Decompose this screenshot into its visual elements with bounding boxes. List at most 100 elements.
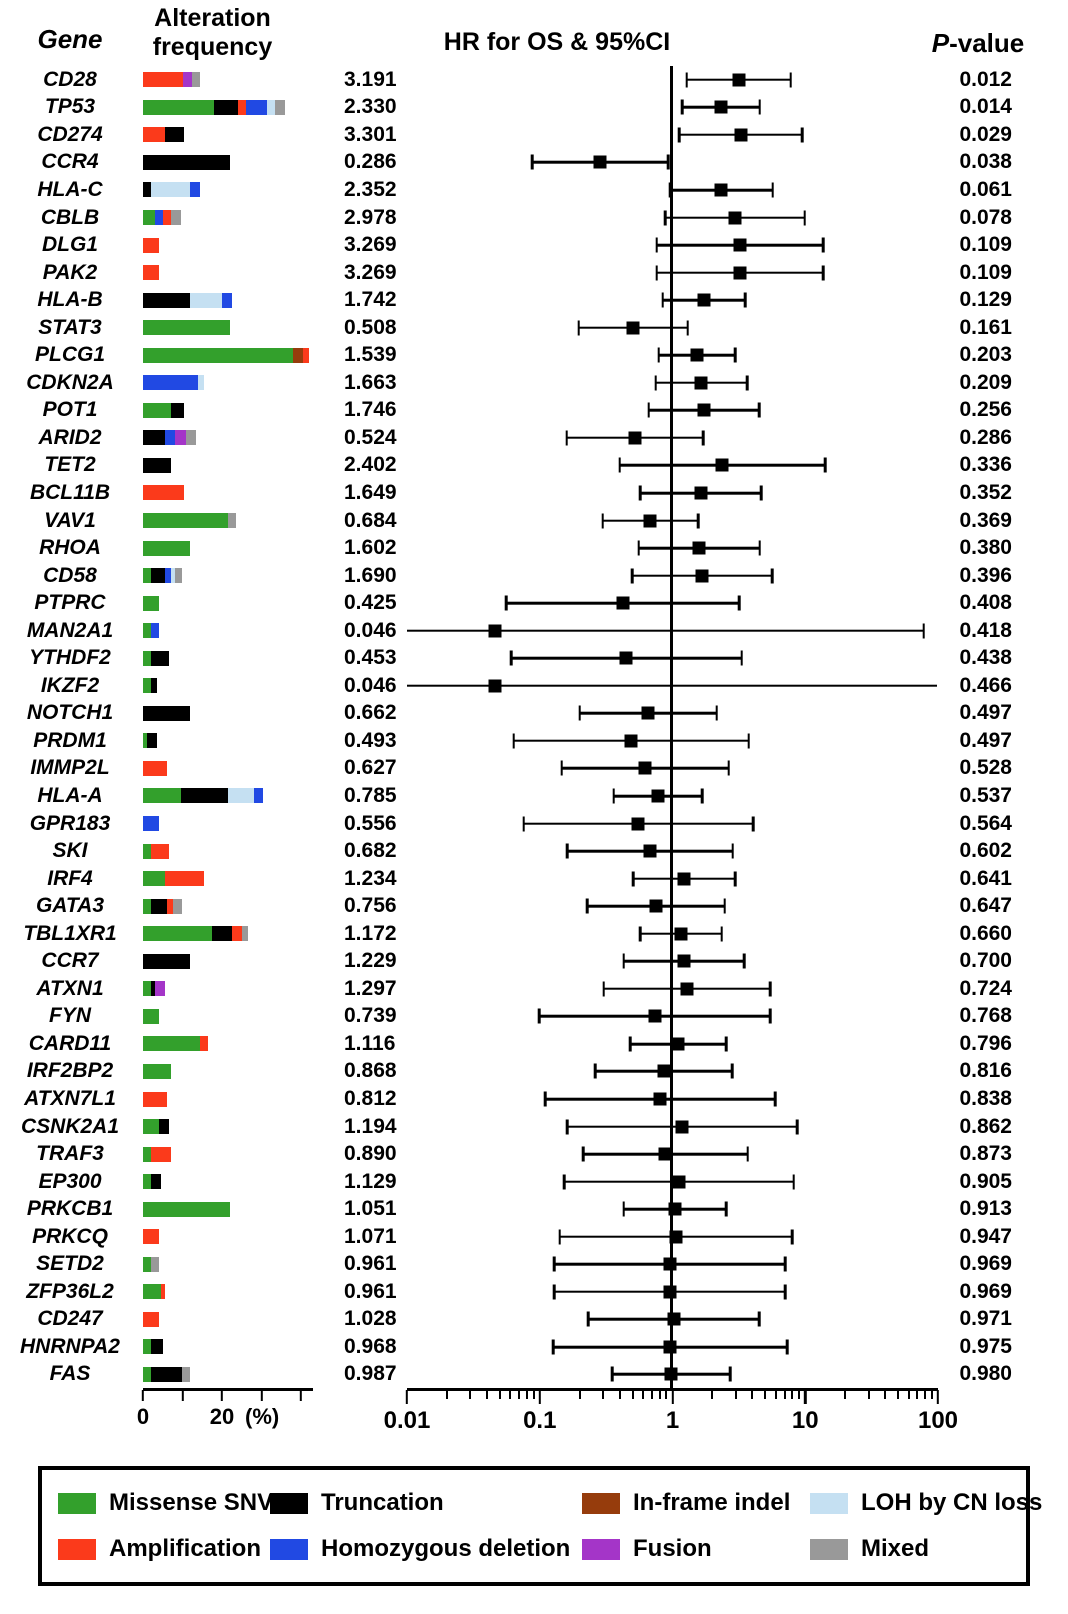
inframe-color-swatch — [582, 1492, 620, 1514]
p-value: 0.012 — [959, 67, 1012, 91]
hr-value: 1.194 — [344, 1114, 397, 1138]
bar-segment-missense — [143, 650, 151, 666]
ci-cap-upper — [785, 1339, 789, 1355]
alteration-frequency-bar — [140, 375, 312, 391]
ci-cap-lower — [602, 981, 606, 997]
p-value: 0.369 — [959, 508, 1012, 532]
bar-segment-truncation — [150, 650, 169, 666]
ci-plot — [407, 920, 937, 948]
alteration-frequency-bar — [140, 953, 312, 969]
hr-axis-minor-tick — [764, 1390, 767, 1399]
gene-row-rhoa: RHOA 1.602 0.380 — [0, 534, 1068, 562]
homdel-color-swatch — [270, 1538, 308, 1560]
bar-segment-truncation — [212, 926, 232, 942]
p-value: 0.969 — [959, 1279, 1012, 1303]
hr-axis-tick-label: 1 — [665, 1407, 680, 1434]
gene-row-ptprc: PTPRC 0.425 0.408 — [0, 589, 1068, 617]
ci-cap-lower — [655, 265, 659, 281]
bar-segment-truncation — [143, 182, 151, 198]
gene-label: CD58 — [43, 563, 97, 587]
hr-value: 0.627 — [344, 756, 397, 780]
ci-cap-upper — [770, 568, 774, 584]
bar-segment-missense — [143, 1366, 151, 1382]
hr-axis-minor-tick — [650, 1390, 653, 1399]
alteration-frequency-bar — [140, 402, 312, 418]
ci-cap-lower — [657, 347, 660, 363]
p-value: 0.380 — [959, 536, 1012, 560]
gene-label: HLA-A — [37, 783, 103, 807]
gene-label: TET2 — [44, 453, 96, 477]
bar-segment-truncation — [150, 1174, 161, 1190]
alteration-frequency-column-header: Alteration frequency — [130, 4, 295, 62]
p-value-column-header: P-value — [900, 28, 1056, 59]
hr-axis-minor-tick — [924, 1390, 927, 1399]
gene-label: CBLB — [40, 205, 100, 229]
bar-segment-truncation — [150, 678, 157, 694]
ci-cap-upper — [783, 1256, 787, 1272]
ci-cap-upper — [768, 981, 772, 997]
gene-label: FYN — [49, 1004, 91, 1028]
ci-cap-lower — [631, 568, 634, 584]
bar-segment-mixed — [170, 210, 181, 225]
ci-cap-upper — [822, 265, 825, 281]
hr-point-marker — [697, 293, 711, 307]
p-value: 0.418 — [959, 618, 1012, 642]
ci-cap-lower — [638, 485, 642, 501]
ci-plot — [407, 1168, 937, 1196]
p-value: 0.768 — [959, 1004, 1012, 1028]
ci-cap-upper — [731, 843, 734, 859]
hr-value: 0.890 — [344, 1142, 397, 1166]
ci-cap-lower — [552, 1256, 556, 1272]
hr-axis-tick-label: 0.01 — [383, 1407, 431, 1434]
hr-value: 1.297 — [344, 976, 397, 1000]
bar-segment-amplification — [143, 485, 185, 501]
hr-point-marker — [638, 761, 652, 775]
hr-axis-minor-tick — [618, 1390, 621, 1399]
legend-item-loh-by-cn-loss: LOH by CN loss — [810, 1489, 1042, 1517]
hr-axis-major-tick — [538, 1390, 541, 1404]
ci-cap-upper — [701, 430, 705, 446]
alteration-frequency-bar — [140, 843, 312, 859]
hr-axis-minor-tick — [916, 1390, 919, 1399]
legend-label-mixed: Mixed — [861, 1535, 930, 1562]
gene-label: CCR4 — [41, 150, 99, 174]
hr-axis-minor-tick — [867, 1390, 870, 1399]
bar-segment-amplification — [143, 1229, 159, 1245]
hr-value: 3.301 — [344, 122, 397, 146]
hr-value: 1.116 — [344, 1031, 396, 1055]
hr-point-marker — [714, 100, 728, 114]
ci-cap-upper — [758, 99, 761, 115]
hr-axis-minor-tick — [631, 1390, 634, 1399]
bar-segment-missense — [143, 981, 151, 997]
alteration-frequency-bar — [140, 1008, 312, 1024]
hr-value: 2.978 — [344, 205, 397, 229]
p-value: 0.203 — [959, 343, 1012, 367]
alteration-frequency-bar — [140, 265, 312, 281]
gene-row-cd58: CD58 1.690 0.396 — [0, 562, 1068, 590]
alteration-frequency-bar — [140, 1256, 312, 1272]
ci-plot — [407, 1333, 937, 1361]
hr-point-marker — [624, 734, 638, 748]
ci-plot — [407, 589, 937, 617]
p-value: 0.873 — [959, 1142, 1012, 1166]
ci-cap-lower — [668, 182, 671, 198]
hr-point-marker — [695, 569, 709, 583]
bar-segment-amplification — [162, 210, 171, 225]
alteration-frequency-bar — [140, 320, 312, 336]
bar-segment-missense — [143, 513, 228, 529]
gene-rows: CD28 3.191 0.012 TP53 2.330 0.014 CD274 3.301 0.… — [0, 66, 1068, 1388]
frequency-axis-tick — [181, 1390, 184, 1401]
ci-plot — [407, 865, 937, 893]
hr-point-marker — [653, 1092, 667, 1106]
gene-label: TP53 — [44, 95, 96, 119]
bar-segment-mixed — [241, 926, 248, 942]
ci-plot — [407, 948, 937, 976]
frequency-axis-tick-label: 20 — [209, 1404, 235, 1429]
hr-point-marker — [680, 982, 694, 996]
ci-cap-upper — [715, 705, 719, 721]
legend-label-loh-by-cn-loss: LOH by CN loss — [861, 1489, 1043, 1516]
ci-cap-upper — [758, 402, 761, 418]
hr-point-marker — [663, 1285, 677, 1299]
ci-cap-upper — [720, 926, 724, 942]
hr-value: 0.961 — [344, 1252, 397, 1276]
